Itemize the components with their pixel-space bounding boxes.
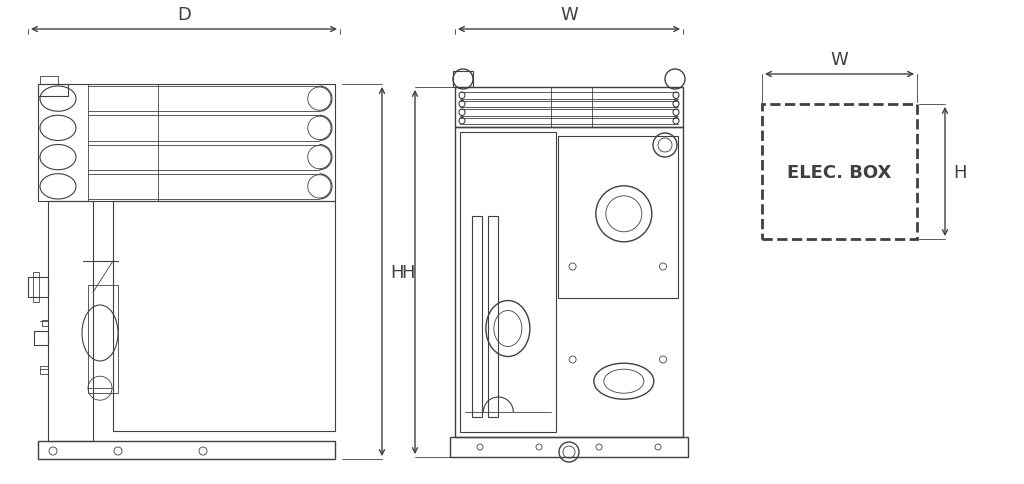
Bar: [450, 437, 688, 457]
Text: H: H: [401, 263, 415, 281]
Text: D: D: [177, 6, 190, 24]
Bar: [28, 277, 48, 297]
Bar: [88, 286, 118, 393]
Bar: [38, 85, 335, 201]
Text: H: H: [953, 163, 967, 181]
Bar: [42, 320, 48, 326]
Bar: [38, 441, 335, 459]
Bar: [38, 85, 68, 97]
Bar: [113, 201, 335, 431]
Bar: [40, 77, 58, 85]
Bar: [762, 105, 918, 240]
Text: W: W: [830, 51, 848, 69]
Text: W: W: [560, 6, 578, 24]
Bar: [455, 88, 683, 128]
Bar: [488, 216, 498, 417]
Bar: [40, 366, 48, 374]
Bar: [48, 201, 93, 441]
Bar: [472, 216, 482, 417]
Bar: [33, 272, 39, 302]
Bar: [34, 332, 48, 345]
Bar: [460, 133, 556, 432]
Text: H: H: [390, 263, 403, 281]
Bar: [453, 72, 473, 88]
Bar: [455, 128, 683, 437]
Text: ELEC. BOX: ELEC. BOX: [787, 163, 892, 181]
Bar: [558, 137, 678, 298]
